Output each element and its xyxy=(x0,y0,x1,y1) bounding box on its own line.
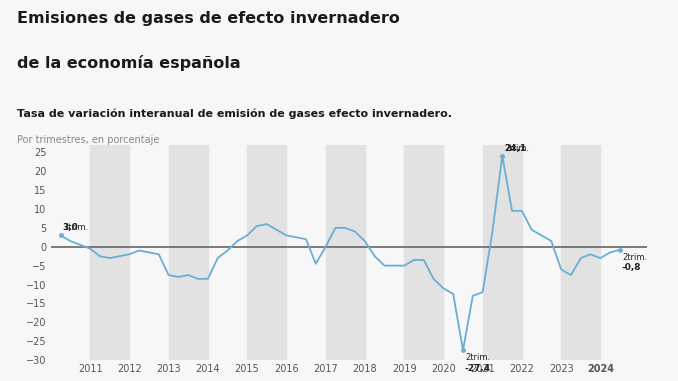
Text: -27,4: -27,4 xyxy=(465,353,491,373)
Bar xyxy=(90,145,129,360)
Text: 2trim.: 2trim. xyxy=(622,253,647,262)
Text: Emisiones de gases de efecto invernadero: Emisiones de gases de efecto invernadero xyxy=(17,11,400,26)
Text: 24,1: 24,1 xyxy=(504,133,527,153)
Bar xyxy=(561,145,601,360)
Text: -0,8: -0,8 xyxy=(622,253,641,272)
Bar xyxy=(247,145,286,360)
Text: Tasa de variación interanual de emisión de gases efecto invernadero.: Tasa de variación interanual de emisión … xyxy=(17,109,452,119)
Bar xyxy=(325,145,365,360)
Text: 1trim.: 1trim. xyxy=(62,223,87,232)
Text: 3,0: 3,0 xyxy=(62,213,79,232)
Bar xyxy=(404,145,443,360)
Text: 2trim.: 2trim. xyxy=(465,353,490,362)
Text: de la economía española: de la economía española xyxy=(17,55,241,71)
Text: 2trim.: 2trim. xyxy=(504,144,530,153)
Text: Por trimestres, en porcentaje: Por trimestres, en porcentaje xyxy=(17,135,159,145)
Bar xyxy=(169,145,208,360)
Bar xyxy=(483,145,522,360)
